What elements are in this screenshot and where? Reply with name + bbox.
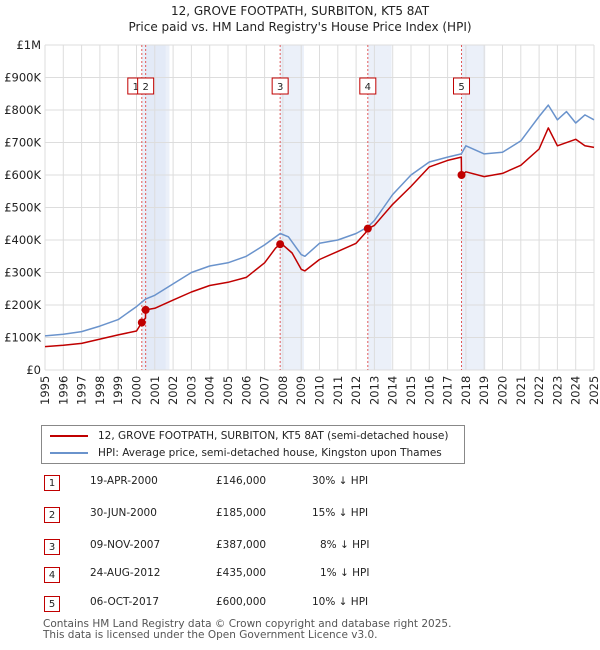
transaction-number: 1: [44, 475, 60, 491]
transaction-label-box: [137, 77, 155, 95]
y-tick-label: £200K: [4, 298, 41, 312]
x-tick-label: 2014: [386, 376, 400, 405]
x-tick-label: 2015: [404, 376, 418, 405]
transaction-date: 30-JUN-2000: [90, 507, 157, 519]
y-tick-label: £900K: [4, 71, 41, 85]
x-tick-label: 2021: [514, 376, 528, 405]
transaction-number: 2: [44, 507, 60, 523]
x-tick-label: 2020: [496, 376, 510, 405]
x-tick-label: 2004: [203, 376, 217, 405]
transaction-price: £435,000: [216, 567, 267, 579]
y-tick-label: £0: [26, 363, 41, 377]
y-tick-label: £800K: [4, 103, 41, 117]
transaction-hpi: 1% ↓ HPI: [320, 567, 370, 579]
y-tick-label: £700K: [4, 136, 41, 150]
transaction-hpi: 30% ↓ HPI: [312, 475, 369, 487]
transaction-date: 19-APR-2000: [90, 475, 158, 487]
transaction-date: 09-NOV-2007: [90, 539, 161, 551]
transaction-price: £146,000: [216, 475, 267, 487]
legend: 12, GROVE FOOTPATH, SURBITON, KT5 8AT (s…: [41, 425, 465, 464]
x-tick-label: 2012: [349, 376, 363, 405]
x-axis-tick-labels: 1995 1996 1997 1998 1999 2000 2001 2002 2003 2004…: [38, 376, 600, 405]
transaction-label: 2: [142, 82, 148, 93]
y-tick-label: £300K: [4, 266, 41, 280]
x-tick-label: 2022: [532, 376, 546, 405]
transaction-price: £387,000: [216, 539, 267, 551]
legend-swatch-hpi: [50, 452, 88, 454]
x-tick-label: 2017: [441, 376, 455, 405]
x-tick-label: 2016: [422, 376, 436, 405]
y-tick-label: £600K: [4, 168, 41, 182]
x-tick-label: 2003: [184, 376, 198, 405]
transaction-price: £600,000: [216, 596, 267, 608]
transaction-hpi: 15% ↓ HPI: [312, 507, 369, 519]
transaction-point: [363, 224, 372, 233]
transaction-point: [141, 305, 150, 314]
x-tick-label: 2013: [367, 376, 381, 405]
x-tick-label: 2001: [148, 376, 162, 405]
x-tick-label: 2002: [166, 376, 180, 405]
transaction-point: [457, 171, 466, 179]
x-tick-label: 1997: [75, 376, 89, 405]
transaction-hpi: 8% ↓ HPI: [320, 539, 370, 551]
transaction-label-box: [359, 77, 377, 95]
transaction-label: 4: [365, 82, 371, 93]
y-tick-label: £400K: [4, 233, 41, 247]
x-tick-label: 1995: [38, 376, 52, 405]
x-tick-label: 2010: [313, 376, 327, 405]
transaction-number: 5: [44, 596, 60, 612]
transaction-label: 5: [458, 82, 464, 93]
legend-label-property: 12, GROVE FOOTPATH, SURBITON, KT5 8AT (s…: [98, 430, 449, 442]
y-axis-tick-labels: £0 £100K £200K £300K £400K £500K £600K £700K £80…: [4, 38, 41, 377]
x-tick-label: 1996: [56, 376, 70, 405]
transaction-date: 06-OCT-2017: [90, 596, 159, 608]
x-tick-label: 1999: [111, 376, 125, 405]
y-tick-label: £100K: [4, 331, 41, 345]
x-tick-label: 2009: [294, 376, 308, 405]
transaction-number: 3: [44, 539, 60, 555]
footer: Contains HM Land Registry data © Crown c…: [43, 619, 451, 641]
x-tick-label: 2000: [130, 376, 144, 405]
x-tick-label: 2018: [459, 376, 473, 405]
transaction-point: [137, 318, 146, 327]
chart-subtitle: Price paid vs. HM Land Registry's House …: [128, 20, 472, 34]
x-tick-label: 1998: [93, 376, 107, 405]
x-tick-label: 2008: [276, 376, 290, 405]
x-tick-label: 2005: [221, 376, 235, 405]
transaction-label: 3: [277, 82, 283, 93]
x-tick-label: 2007: [258, 376, 272, 405]
transaction-points: [137, 171, 466, 327]
legend-label-hpi: HPI: Average price, semi-detached house,…: [98, 447, 442, 459]
x-tick-label: 2023: [550, 376, 564, 405]
footer-license: This data is licensed under the Open Gov…: [43, 629, 378, 641]
x-tick-label: 2011: [331, 376, 345, 405]
transaction-point: [276, 240, 285, 249]
footer-copyright: Contains HM Land Registry data © Crown c…: [43, 618, 452, 630]
legend-swatch-property: [50, 435, 88, 437]
x-tick-label: 2025: [587, 376, 600, 405]
transaction-date: 24-AUG-2012: [90, 567, 161, 579]
transaction-label-box: [453, 77, 471, 95]
legend-item-property: 12, GROVE FOOTPATH, SURBITON, KT5 8AT (s…: [50, 428, 448, 444]
y-tick-label: £500K: [4, 201, 41, 215]
x-tick-label: 2024: [569, 376, 583, 405]
hpi-series-line: [44, 104, 595, 337]
chart-title: 12, GROVE FOOTPATH, SURBITON, KT5 8AT: [170, 4, 430, 18]
transaction-label-box: [271, 77, 289, 95]
y-tick-label: £1M: [16, 38, 41, 52]
transaction-number: 4: [44, 567, 60, 583]
grid-lines: [44, 44, 595, 371]
legend-item-hpi: HPI: Average price, semi-detached house,…: [50, 445, 442, 461]
transaction-hpi: 10% ↓ HPI: [312, 596, 369, 608]
x-tick-label: 2006: [239, 376, 253, 405]
transaction-label: 1: [133, 82, 139, 93]
transaction-price: £185,000: [216, 507, 267, 519]
x-tick-label: 2019: [477, 376, 491, 405]
